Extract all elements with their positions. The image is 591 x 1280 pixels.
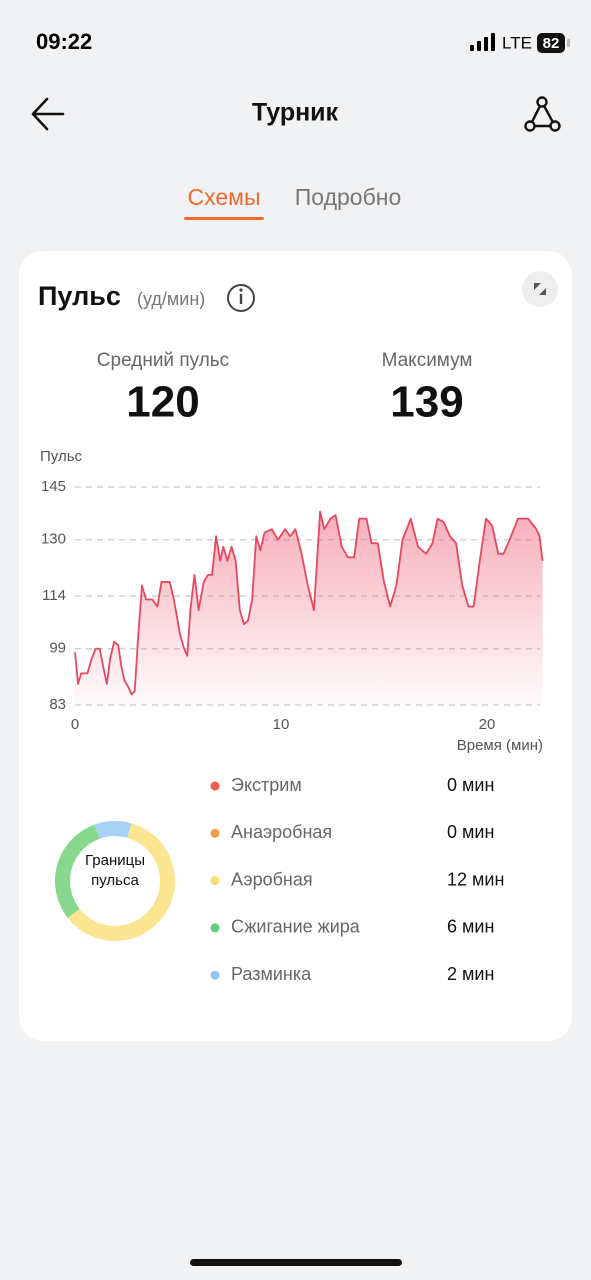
legend-label: Экстрим: [231, 775, 302, 795]
legend-label: Анаэробная: [231, 822, 332, 842]
expand-button[interactable]: [522, 271, 558, 307]
info-icon[interactable]: [227, 284, 255, 312]
legend-dot: [210, 970, 220, 980]
legend-dot: [210, 923, 220, 933]
y-tick-label: 130: [41, 531, 66, 548]
legend-dot: [210, 828, 220, 838]
header-title: Турник: [252, 99, 339, 127]
legend-label: Сжигание жира: [231, 917, 361, 937]
x-tick-label: 10: [273, 716, 290, 733]
line: [74, 510, 544, 696]
y-axis-label: Пульс: [40, 448, 83, 465]
legend-value: 2 мин: [447, 964, 494, 984]
stat-value: 120: [126, 378, 199, 427]
legend-value: 0 мин: [447, 822, 494, 842]
signal-icon: [470, 33, 495, 51]
legend-value: 0 мин: [447, 775, 494, 795]
battery-tip: [567, 39, 570, 47]
legend-value: 12 мин: [447, 869, 504, 889]
status-time: 09:22: [36, 29, 92, 54]
tab-active[interactable]: Схемы: [188, 184, 261, 210]
card-unit: (уд/мин): [137, 289, 205, 309]
share-button[interactable]: [524, 96, 561, 132]
x-axis-label: Время (мин): [457, 737, 543, 754]
legend-label: Разминка: [231, 964, 312, 984]
battery-level: 82: [543, 35, 560, 52]
x-tick-label: 0: [71, 716, 79, 733]
x-tick-label: 20: [479, 716, 496, 733]
donut-segment: [67, 823, 175, 941]
stat-label: Максимум: [382, 350, 473, 371]
back-button[interactable]: [31, 97, 65, 131]
tab-underline: [184, 217, 264, 220]
legend-dot: [210, 876, 220, 886]
stat-label: Средний пульс: [97, 350, 229, 371]
donut-segment: [94, 821, 132, 839]
network-label: LTE: [502, 33, 532, 52]
donut-center-label: Границы пульса: [85, 852, 145, 889]
card-title: Пульс: [38, 281, 121, 311]
y-tick-label: 99: [49, 640, 66, 657]
y-tick-label: 83: [49, 696, 66, 713]
donut-segment: [55, 824, 100, 918]
legend-value: 6 мин: [447, 917, 494, 937]
battery-icon: [537, 33, 565, 53]
y-tick-label: 145: [41, 478, 66, 495]
stat-value: 139: [390, 378, 463, 427]
legend-label: Аэробная: [231, 869, 313, 889]
legend-dot: [210, 781, 220, 791]
y-tick-label: 114: [42, 587, 66, 604]
tab[interactable]: Подробно: [295, 184, 402, 210]
line-area: [75, 511, 543, 705]
